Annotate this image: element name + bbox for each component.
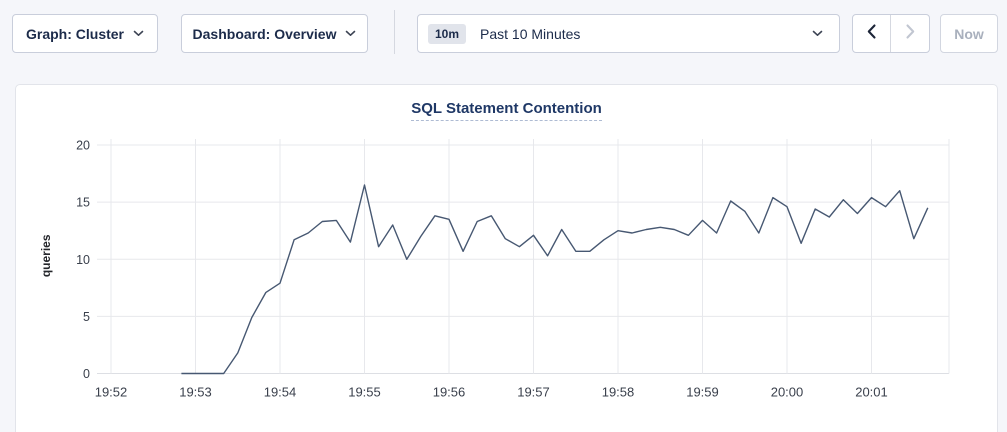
chart-canvas: 0 5 10 15 20 19:52 19:53 19:54 19:55 19:56 19:57 19…	[39, 139, 950, 400]
chevron-down-icon	[812, 30, 823, 37]
y-tick-label: 0	[83, 367, 90, 381]
chevron-left-icon	[867, 23, 876, 44]
series-line	[181, 184, 929, 375]
y-axis-label: queries	[39, 234, 53, 277]
time-range-label: Past 10 Minutes	[480, 25, 581, 42]
chevron-down-icon	[345, 30, 356, 37]
x-tick-label: 19:53	[179, 385, 212, 400]
y-tick-label: 15	[76, 196, 90, 210]
time-range-dropdown[interactable]: 10m Past 10 Minutes	[417, 14, 840, 53]
x-tick-label: 20:01	[855, 385, 888, 400]
dashboard-dropdown-label: Dashboard: Overview	[192, 25, 337, 42]
now-button[interactable]: Now	[940, 14, 998, 53]
time-window-nav	[852, 14, 930, 53]
sql-contention-chart[interactable]: 0 5 10 15 20 19:52 19:53 19:54 19:55 19:56 19:57 19…	[16, 129, 999, 419]
prev-time-button[interactable]	[853, 15, 891, 52]
chevron-down-icon	[133, 30, 144, 37]
x-tick-label: 19:56	[433, 385, 466, 400]
time-range-badge: 10m	[428, 23, 467, 44]
y-tick-label: 20	[76, 139, 90, 153]
graph-dropdown[interactable]: Graph: Cluster	[12, 14, 158, 53]
y-tick-label: 10	[76, 253, 90, 267]
x-tick-label: 19:57	[517, 385, 550, 400]
y-tick-label: 5	[83, 310, 90, 324]
graph-dropdown-label: Graph: Cluster	[25, 25, 124, 42]
chevron-right-icon	[905, 23, 915, 44]
x-tick-label: 19:58	[602, 385, 635, 400]
x-tick-label: 19:52	[95, 385, 128, 400]
x-tick-label: 20:00	[771, 385, 804, 400]
x-tick-label: 19:54	[264, 385, 297, 400]
dashboard-dropdown[interactable]: Dashboard: Overview	[181, 14, 368, 53]
x-tick-label: 19:55	[348, 385, 381, 400]
toolbar-divider	[394, 10, 395, 54]
chart-card: SQL Statement Contention 0 5 10 15 20 19:52 19…	[15, 84, 998, 432]
x-tick-label: 19:59	[686, 385, 719, 400]
chart-title[interactable]: SQL Statement Contention	[411, 100, 602, 121]
next-time-button[interactable]	[891, 15, 929, 52]
